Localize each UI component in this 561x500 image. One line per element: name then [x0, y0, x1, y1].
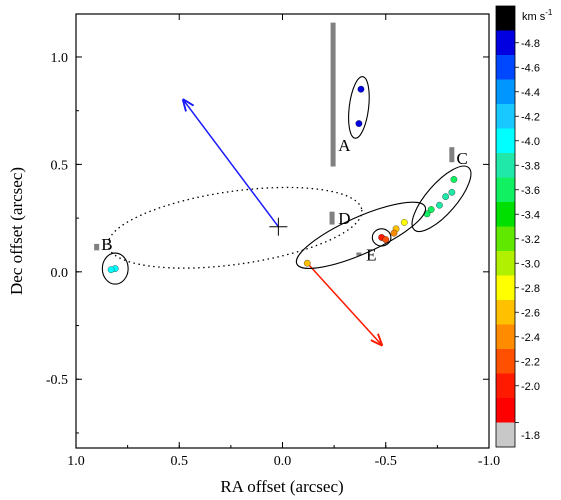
colorbar-label: -3.4 [521, 209, 540, 221]
colorbar-swatch [496, 422, 515, 448]
colorbar-swatch [496, 349, 515, 374]
x-axis-title: RA offset (arcsec) [220, 477, 343, 496]
x-tick-label: -1.0 [478, 454, 500, 469]
y-tick-label: 0.5 [51, 158, 69, 173]
x-tick-label: 0.0 [274, 454, 292, 469]
colorbar-label: -1.8 [521, 430, 540, 442]
source-c-point [427, 206, 435, 213]
colorbar-label: -4.2 [521, 111, 540, 123]
colorbar-swatch [496, 226, 515, 252]
colorbar-label: -4.6 [521, 62, 540, 74]
colorbar-label: -2.2 [521, 356, 540, 368]
source-d-ellipse [295, 201, 427, 269]
source-c-point [442, 193, 449, 200]
source-e-ellipse [371, 228, 392, 247]
colorbar-swatch [496, 373, 515, 399]
source-e-point [382, 236, 390, 243]
red-arrow [308, 264, 381, 344]
source-c-point [450, 176, 458, 183]
source-c-label: C [456, 149, 467, 168]
colorbar-frame [495, 5, 516, 448]
y-tick-label: 1.0 [51, 51, 69, 66]
colorbar-swatch [496, 251, 515, 276]
blue-arrow [183, 100, 279, 228]
source-a-ellipse [348, 76, 370, 139]
source-a-label: A [338, 136, 351, 155]
source-d-point [400, 219, 408, 226]
y-axis-title: Dec offset (arcsec) [7, 167, 26, 295]
colorbar-label: -4.4 [521, 87, 540, 99]
x-axis: 1.0 0.5 0.0 -0.5 -1.0 [67, 14, 500, 469]
colorbar-label: -3.2 [521, 234, 540, 246]
colorbar-swatch [496, 300, 515, 325]
colorbar-swatch [496, 153, 515, 178]
colorbar-swatch [496, 79, 515, 105]
source-b-point [107, 266, 115, 274]
colorbar-label: -3.0 [521, 258, 540, 270]
colorbar-label: -4.8 [521, 38, 540, 50]
colorbar-swatch [496, 202, 515, 227]
colorbar-swatch [496, 128, 515, 154]
source-b-label: B [101, 235, 112, 254]
source-d-point [303, 259, 311, 267]
source-c-point [436, 201, 443, 209]
y-axis: -0.5 0.0 0.5 1.0 [46, 51, 489, 434]
colorbar-label: -2.0 [521, 381, 540, 393]
colorbar-swatch [496, 177, 515, 203]
colorbar-swatch [496, 6, 515, 31]
orbit-ellipse [107, 186, 363, 269]
colorbar-label: -2.8 [521, 283, 540, 295]
x-tick-label: 1.0 [67, 454, 85, 469]
colorbar-label: -2.6 [521, 307, 540, 319]
colorbar-swatch [496, 30, 515, 56]
colorbar-swatch [496, 104, 515, 129]
colorbar-label: -4.0 [521, 136, 540, 148]
source-c-ellipse [411, 165, 472, 233]
colorbar: -4.8 -4.6 -4.4 -4.2 -4.0 -3.8 -3.6 -3.4 -3.2 -3.0… [495, 5, 540, 448]
colorbar-swatch [496, 275, 515, 301]
plot-area: A B C DE [94, 22, 472, 345]
source-b-ellipse [101, 252, 129, 285]
source-d-point [390, 229, 398, 237]
source-c-point [448, 188, 456, 196]
source-d-label: D [338, 209, 350, 228]
colorbar-label: -3.6 [521, 185, 540, 197]
colorbar-label: -2.4 [521, 332, 540, 344]
y-tick-label: 0.0 [51, 266, 69, 281]
x-tick-label: 0.5 [171, 454, 189, 469]
source-a-point [355, 120, 363, 127]
center-marker [269, 217, 288, 236]
y-tick-label: -0.5 [46, 373, 68, 388]
source-a-point [357, 85, 365, 93]
colorbar-swatch [496, 398, 515, 423]
colorbar-unit: km s-1 [522, 8, 553, 23]
plot-frame [75, 13, 490, 449]
colorbar-swatch [496, 55, 515, 80]
source-e-label: E [366, 246, 376, 265]
colorbar-swatch [496, 324, 515, 350]
colorbar-label: -3.8 [521, 160, 540, 172]
x-tick-label: -0.5 [375, 454, 397, 469]
